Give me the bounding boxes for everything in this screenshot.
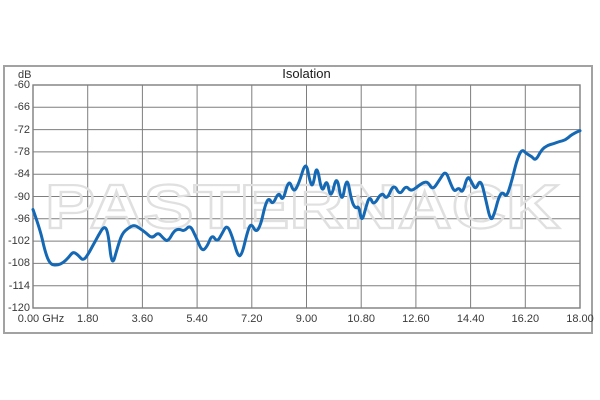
watermark-text: PASTERNACK (45, 173, 560, 242)
x-tick-label: 9.00 (295, 313, 318, 325)
x-tick-label: 16.20 (511, 313, 540, 325)
y-tick-label: -66 (14, 101, 30, 114)
x-tick-label: 18.00 (566, 313, 594, 325)
x-tick-label: 14.40 (456, 313, 485, 325)
y-tick-label: -108 (7, 257, 30, 270)
y-tick-label: -84 (14, 168, 30, 181)
x-tick-label: 5.40 (186, 313, 208, 325)
y-tick-label: -96 (14, 212, 30, 225)
y-tick-label: -102 (7, 235, 30, 248)
chart-frame (3, 65, 593, 334)
y-tick-label: -72 (14, 123, 30, 136)
y-tick-label: -78 (14, 145, 30, 158)
x-tick-label: 10.80 (347, 313, 375, 325)
x-tick-label: 0.00 GHz (17, 313, 65, 325)
x-tick-label: 1.80 (76, 313, 99, 325)
x-tick-label: 12.60 (402, 313, 430, 325)
y-axis-unit-label: dB (18, 69, 32, 81)
plot-border (32, 84, 581, 309)
y-tick-label: -114 (8, 279, 30, 292)
y-tick-label: -60 (14, 79, 30, 91)
y-tick-label: -90 (14, 190, 30, 203)
chart-title: Isolation (282, 66, 331, 81)
x-tick-label: 3.60 (131, 313, 154, 325)
x-tick-label: 7.20 (241, 313, 263, 325)
y-tick-label: -120 (7, 302, 30, 314)
isolation-curve (31, 129, 582, 267)
